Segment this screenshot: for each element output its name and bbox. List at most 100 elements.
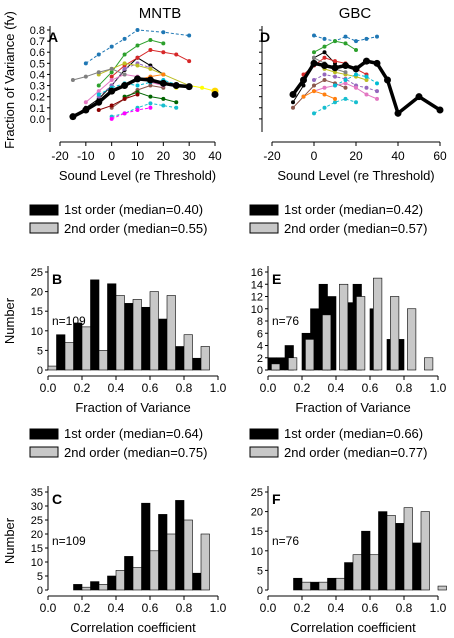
series-point (343, 70, 348, 75)
series-point (109, 70, 114, 75)
series-7 (109, 101, 179, 119)
x-tick-label: 1.0 (430, 601, 447, 615)
legend: 1st order (median=0.40) 2nd order (median… (29, 202, 207, 236)
y-tick-label: 4 (257, 341, 263, 353)
series-point (322, 72, 327, 77)
mean-point (310, 59, 318, 67)
bar-first-order (90, 279, 100, 371)
x-tick-label: 1.0 (210, 381, 227, 395)
series-15 (96, 92, 140, 112)
series-point (322, 55, 327, 60)
bar-second-order (166, 295, 176, 371)
y-tick-label: 14 (251, 279, 263, 291)
series-point (375, 34, 379, 39)
bar-second-order (200, 346, 210, 371)
series-2 (312, 39, 358, 55)
series-point (312, 83, 316, 88)
x-tick-label: 0.6 (362, 601, 379, 615)
series-13 (109, 105, 153, 121)
series-point (161, 96, 166, 101)
bar-second-order (115, 570, 125, 591)
panel-D: D -20 0 20 40 60 Sound Level (re Threshold) (259, 26, 447, 183)
series-point (122, 61, 127, 66)
bar-first-order (327, 577, 337, 591)
series-point (96, 83, 101, 88)
legend-swatch-second (29, 222, 59, 234)
series-1 (312, 33, 379, 44)
legend-label-first: 1st order (median=0.66) (284, 426, 423, 441)
x-tick-label: 10 (131, 149, 145, 163)
bar-first-order (412, 542, 422, 591)
series-point (312, 78, 316, 82)
legend: 1st order (median=0.42) 2nd order (median… (249, 202, 427, 236)
bar-second-order (64, 342, 74, 371)
y-tick-label: 15 (31, 306, 43, 318)
x-tick-label: 0.0 (40, 601, 57, 615)
series-point (174, 100, 179, 105)
series-line (98, 93, 138, 111)
series-point (291, 105, 295, 110)
bar-second-order (390, 296, 400, 371)
bar-second-order (115, 295, 125, 371)
series-point (364, 78, 369, 82)
legend-label-second: 2nd order (median=0.77) (284, 445, 427, 460)
series-point (148, 101, 153, 106)
series-point (322, 92, 327, 97)
series-point (354, 100, 358, 105)
series-point (70, 78, 75, 82)
series-point (109, 44, 114, 49)
legend-label-second: 2nd order (median=0.55) (64, 221, 207, 236)
x-tick-label: 0.2 (294, 381, 311, 395)
series-point (96, 89, 101, 94)
bar-second-order (149, 550, 159, 591)
y-axis-label: Number (2, 517, 17, 564)
bar-second-order (149, 291, 159, 371)
series-point (96, 70, 101, 75)
series-point (333, 96, 337, 101)
mean-point (159, 79, 167, 87)
series-point (375, 96, 379, 101)
series-point (109, 74, 114, 79)
series-point (322, 85, 327, 90)
series-point (96, 52, 101, 57)
x-tick-label: 0.4 (108, 381, 125, 395)
series-point (135, 63, 140, 68)
bar-first-order (175, 500, 185, 591)
mean-point (82, 106, 90, 114)
series-point (148, 94, 153, 99)
legend-swatch-second (249, 446, 279, 458)
series-point (364, 85, 369, 90)
series-point (187, 33, 192, 38)
series-point (322, 36, 327, 41)
mean-point (373, 59, 381, 67)
y-tick-label: 0 (257, 365, 263, 377)
bar-first-order (141, 306, 151, 371)
legend-swatch-first (29, 204, 59, 216)
series-point (135, 43, 140, 48)
series-point (96, 92, 101, 97)
mean-point (134, 75, 141, 83)
bar-second-order (132, 567, 142, 591)
legend-label-first: 1st order (median=0.64) (64, 426, 203, 441)
mean-series (69, 75, 193, 121)
bar-first-order (158, 514, 168, 591)
series-point (174, 105, 179, 110)
panel-label: F (272, 491, 281, 507)
series-point (148, 105, 153, 110)
bar-first-order (395, 523, 405, 591)
y-tick-label: 35 (31, 487, 43, 499)
series-point (343, 96, 348, 101)
bar-first-order (344, 562, 354, 591)
series-point (312, 89, 316, 94)
x-axis-label: Sound Level (re Threshold) (277, 168, 434, 183)
y-tick-label: 5 (37, 571, 43, 583)
x-tick-label: 0 (311, 149, 318, 163)
y-tick-label: 0.0 (30, 114, 45, 126)
y-tick-label: 0.5 (30, 58, 45, 70)
mean-point (331, 64, 339, 72)
mean-point (384, 76, 391, 84)
bar-first-order (56, 334, 66, 371)
bar-second-order (339, 283, 349, 371)
series-1 (83, 28, 192, 66)
series-2 (96, 38, 166, 88)
